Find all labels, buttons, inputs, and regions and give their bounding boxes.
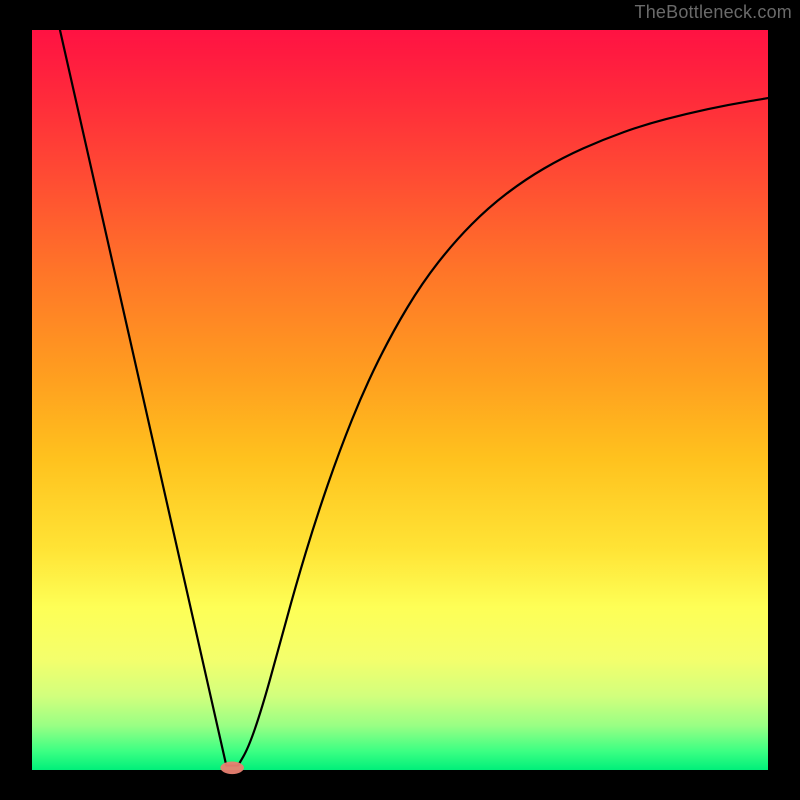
plot-background: [32, 30, 768, 770]
optimal-point-marker: [220, 761, 244, 774]
watermark-text: TheBottleneck.com: [635, 2, 792, 23]
bottleneck-curve-chart: [0, 0, 800, 800]
chart-container: TheBottleneck.com: [0, 0, 800, 800]
